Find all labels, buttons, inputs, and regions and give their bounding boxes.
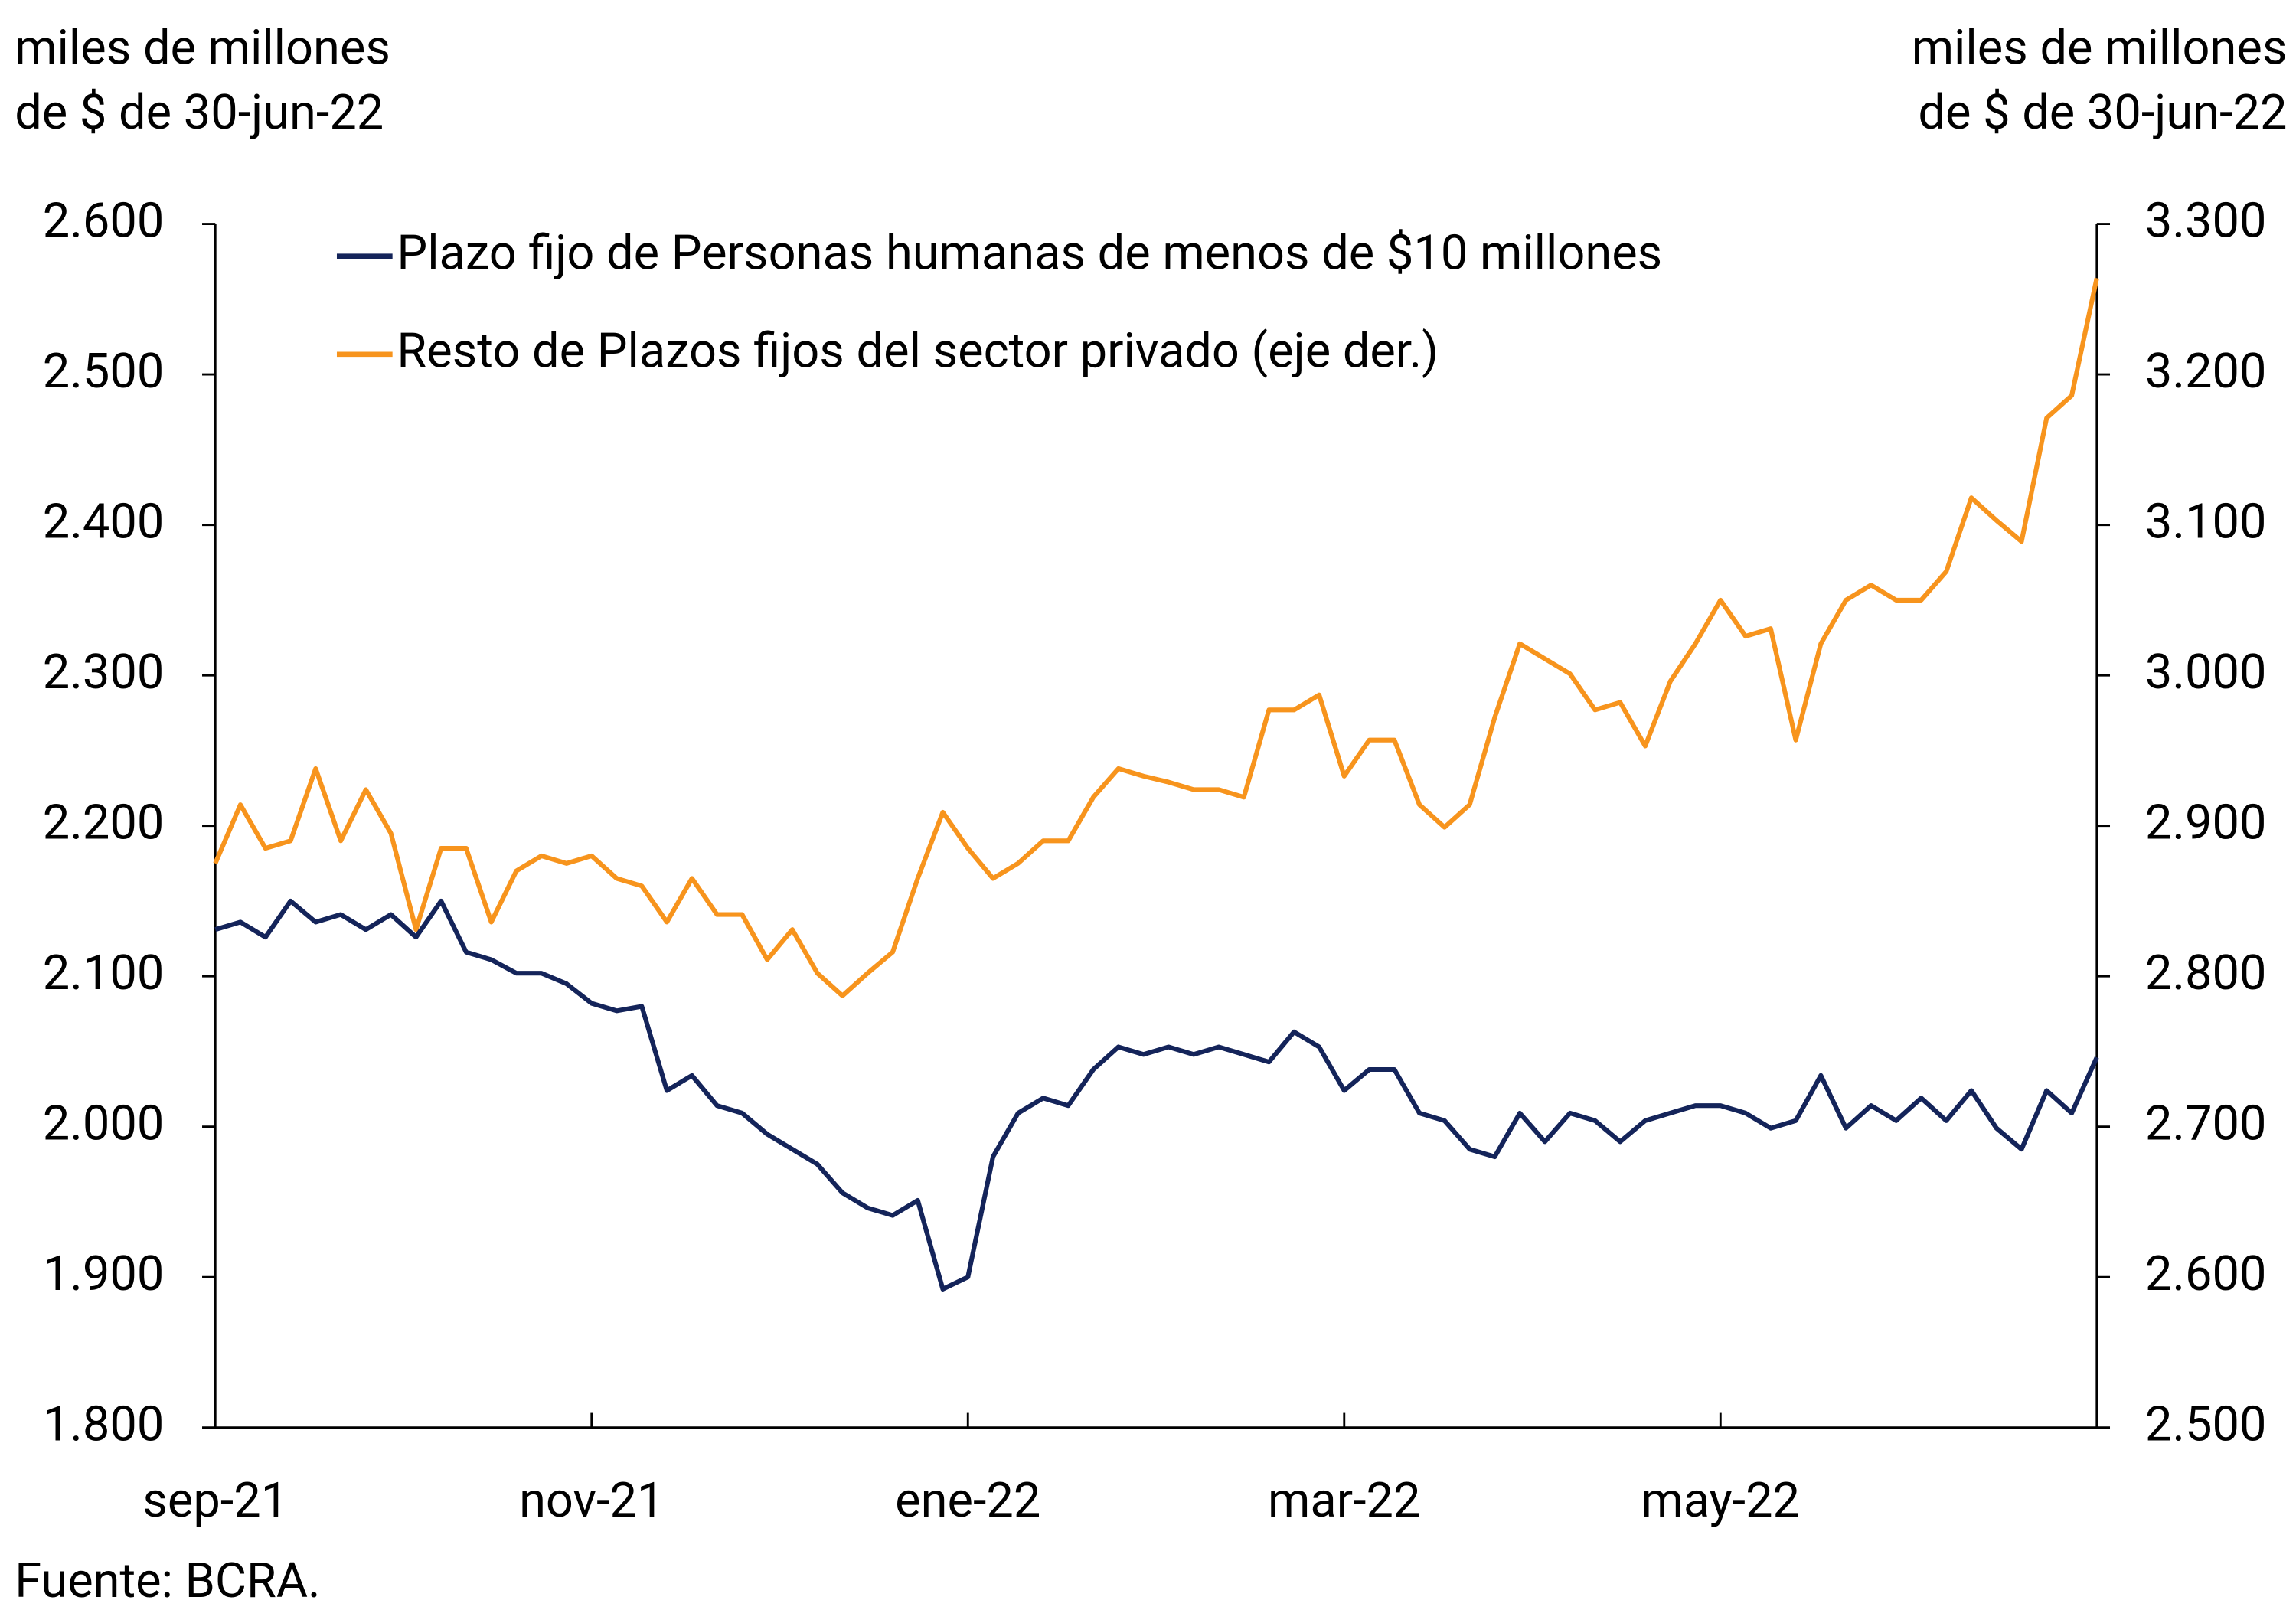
y-tick-label: 2.600 [43,192,165,249]
y-tick-label: 2.300 [43,644,165,700]
y-tick-label: 1.900 [43,1246,165,1302]
y2-tick-label: 3.100 [2145,493,2267,550]
y2-tick-label: 3.000 [2145,644,2267,700]
y-tick-label: 1.800 [43,1396,165,1452]
x-tick-label: mar-22 [1268,1472,1420,1529]
x-tick-label: sep-21 [142,1472,288,1529]
legend-label: Resto de Plazos fijos del sector privado… [397,322,1439,379]
y-tick-label: 2.500 [43,343,165,400]
y-tick-label: 2.200 [43,794,165,851]
x-tick-label: may-22 [1641,1472,1800,1529]
y-tick-label: 2.400 [43,493,165,550]
y2-tick-label: 3.200 [2145,343,2267,400]
series-line [213,277,2099,998]
x-tick-label: nov-21 [519,1472,664,1529]
series-line [214,898,2099,1292]
source: Fuente: BCRA. [15,1553,320,1609]
x-tick-label: ene-22 [895,1472,1040,1529]
y2-tick-label: 2.700 [2145,1095,2267,1151]
y-tick-label: 2.100 [43,945,165,1001]
y2-tick-label: 2.600 [2145,1246,2267,1302]
y2-tick-label: 2.500 [2145,1396,2267,1452]
y-axis-title: miles de millones [15,20,390,77]
y2-axis-title: de $ de 30-jun-22 [1918,84,2287,141]
y2-tick-label: 2.900 [2145,794,2267,851]
y-axis-title: de $ de 30-jun-22 [15,84,384,141]
y2-tick-label: 2.800 [2145,945,2267,1001]
y2-tick-label: 3.300 [2145,192,2267,249]
y2-axis-title: miles de millones [1912,20,2288,77]
y-tick-label: 2.000 [43,1095,165,1151]
legend-label: Plazo fijo de Personas humanas de menos … [397,224,1662,281]
